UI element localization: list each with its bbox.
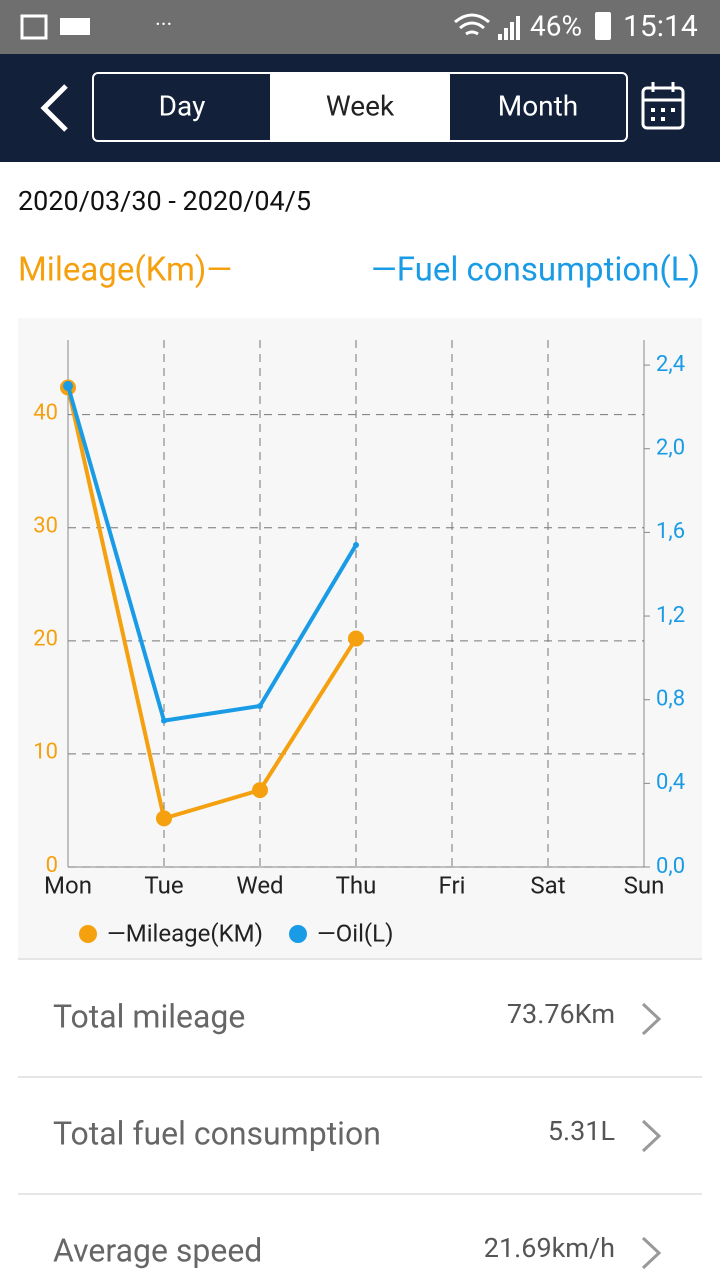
legend-label: —Oil(L) (317, 919, 393, 947)
summary-row[interactable] (18, 1195, 702, 1280)
tab-month[interactable]: Month (498, 89, 578, 122)
wifi-icon (454, 13, 490, 36)
summary-value: 73.76Km (507, 998, 615, 1030)
tab-day[interactable]: Day (159, 89, 206, 122)
data-point (63, 381, 73, 392)
summary-row[interactable] (18, 1078, 702, 1194)
back-button[interactable] (40, 84, 68, 132)
summary-label: Total fuel consumption (53, 1114, 381, 1152)
left-axis-label: Mileage(Km)— (18, 251, 232, 290)
x-tick-label: Thu (336, 871, 377, 899)
summary-label: Total mileage (53, 997, 245, 1035)
y2-tick-label: 0,8 (656, 687, 685, 712)
data-point (161, 717, 167, 724)
tab-selected-bg (270, 74, 450, 140)
y2-tick-label: 1,6 (656, 519, 685, 544)
battery-icon (595, 12, 611, 40)
y-tick-label: 40 (33, 400, 58, 425)
more-icon: ··· (155, 13, 172, 38)
data-point (348, 630, 364, 647)
y2-tick-label: 0,0 (656, 854, 685, 879)
y-tick-label: 10 (33, 740, 58, 765)
summary-label: Average speed (53, 1231, 262, 1269)
series-line (66, 387, 358, 821)
date-range: 2020/03/30 - 2020/04/5 (18, 185, 311, 217)
y2-tick-label: 2,4 (656, 352, 685, 377)
x-tick-label: Wed (236, 871, 283, 899)
series-line (66, 385, 358, 723)
status-bar (0, 0, 720, 54)
gallery-icon (20, 14, 48, 40)
data-point (156, 810, 172, 827)
x-tick-label: Fri (439, 871, 466, 899)
data-point (252, 782, 268, 799)
x-tick-label: Mon (44, 871, 92, 899)
chevron (641, 1002, 662, 1036)
legend-swatch (79, 925, 97, 943)
x-tick-label: Sun (624, 871, 665, 899)
summary-row[interactable] (18, 961, 702, 1077)
notification-icon (60, 18, 90, 35)
right-axis-label: —Fuel consumption(L) (371, 251, 700, 290)
y2-tick-label: 1,2 (656, 603, 685, 628)
x-tick-label: Sat (530, 871, 565, 899)
battery-percent: 46% (530, 9, 582, 42)
x-tick-label: Tue (144, 871, 183, 899)
y-tick-label: 30 (33, 514, 58, 539)
data-point (257, 702, 263, 709)
chevron (641, 1236, 662, 1270)
chevron (641, 1119, 662, 1153)
clock: 15:14 (623, 9, 698, 44)
calendar-button[interactable] (641, 82, 685, 130)
summary-value: 21.69km/h (484, 1232, 615, 1264)
y-tick-label: 0 (46, 853, 58, 878)
legend-label: —Mileage(KM) (107, 919, 263, 947)
data-point (353, 541, 359, 548)
legend-swatch (289, 925, 307, 943)
y-tick-label: 20 (33, 627, 58, 652)
tab-week[interactable]: Week (326, 89, 395, 122)
summary-value: 5.31L (548, 1115, 615, 1147)
signal-icon (498, 16, 520, 40)
y2-tick-label: 0,4 (656, 770, 685, 795)
y2-tick-label: 2,0 (656, 436, 685, 461)
